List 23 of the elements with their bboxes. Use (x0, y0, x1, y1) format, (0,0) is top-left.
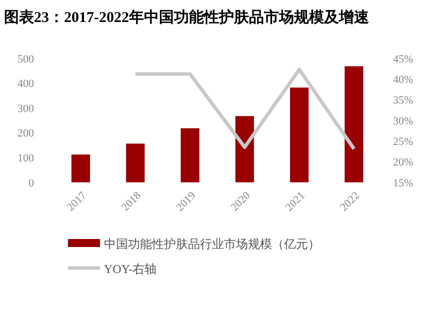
y2-tick-label: 30% (393, 115, 414, 128)
y2-tick-label: 40% (393, 74, 414, 86)
bar (235, 116, 254, 182)
chart-title: 图表23：2017-2022年中国功能性护肤品市场规模及增速 (4, 8, 370, 26)
y-tick-label: 200 (18, 128, 34, 140)
y2-tick-label: 25% (393, 136, 414, 148)
y2-tick-label: 20% (393, 156, 414, 169)
bar (344, 66, 364, 182)
bar (180, 128, 200, 182)
y-tick-label: 0 (28, 177, 34, 190)
y2-tick-label: 45% (393, 53, 414, 66)
bar (71, 154, 90, 182)
y-tick-label: 500 (18, 53, 34, 66)
bar (290, 88, 309, 182)
y-tick-label: 100 (18, 152, 34, 164)
y-tick-label: 400 (18, 78, 34, 90)
y2-tick-label: 35% (393, 94, 414, 107)
legend-label: YOY-右轴 (104, 262, 157, 276)
y-tick-label: 300 (18, 102, 34, 115)
bar (126, 144, 145, 182)
line-series (134, 68, 356, 151)
y2-tick-label: 15% (393, 177, 414, 190)
legend-label: 中国功能性护肤品行业市场规模（亿元） (104, 237, 320, 251)
